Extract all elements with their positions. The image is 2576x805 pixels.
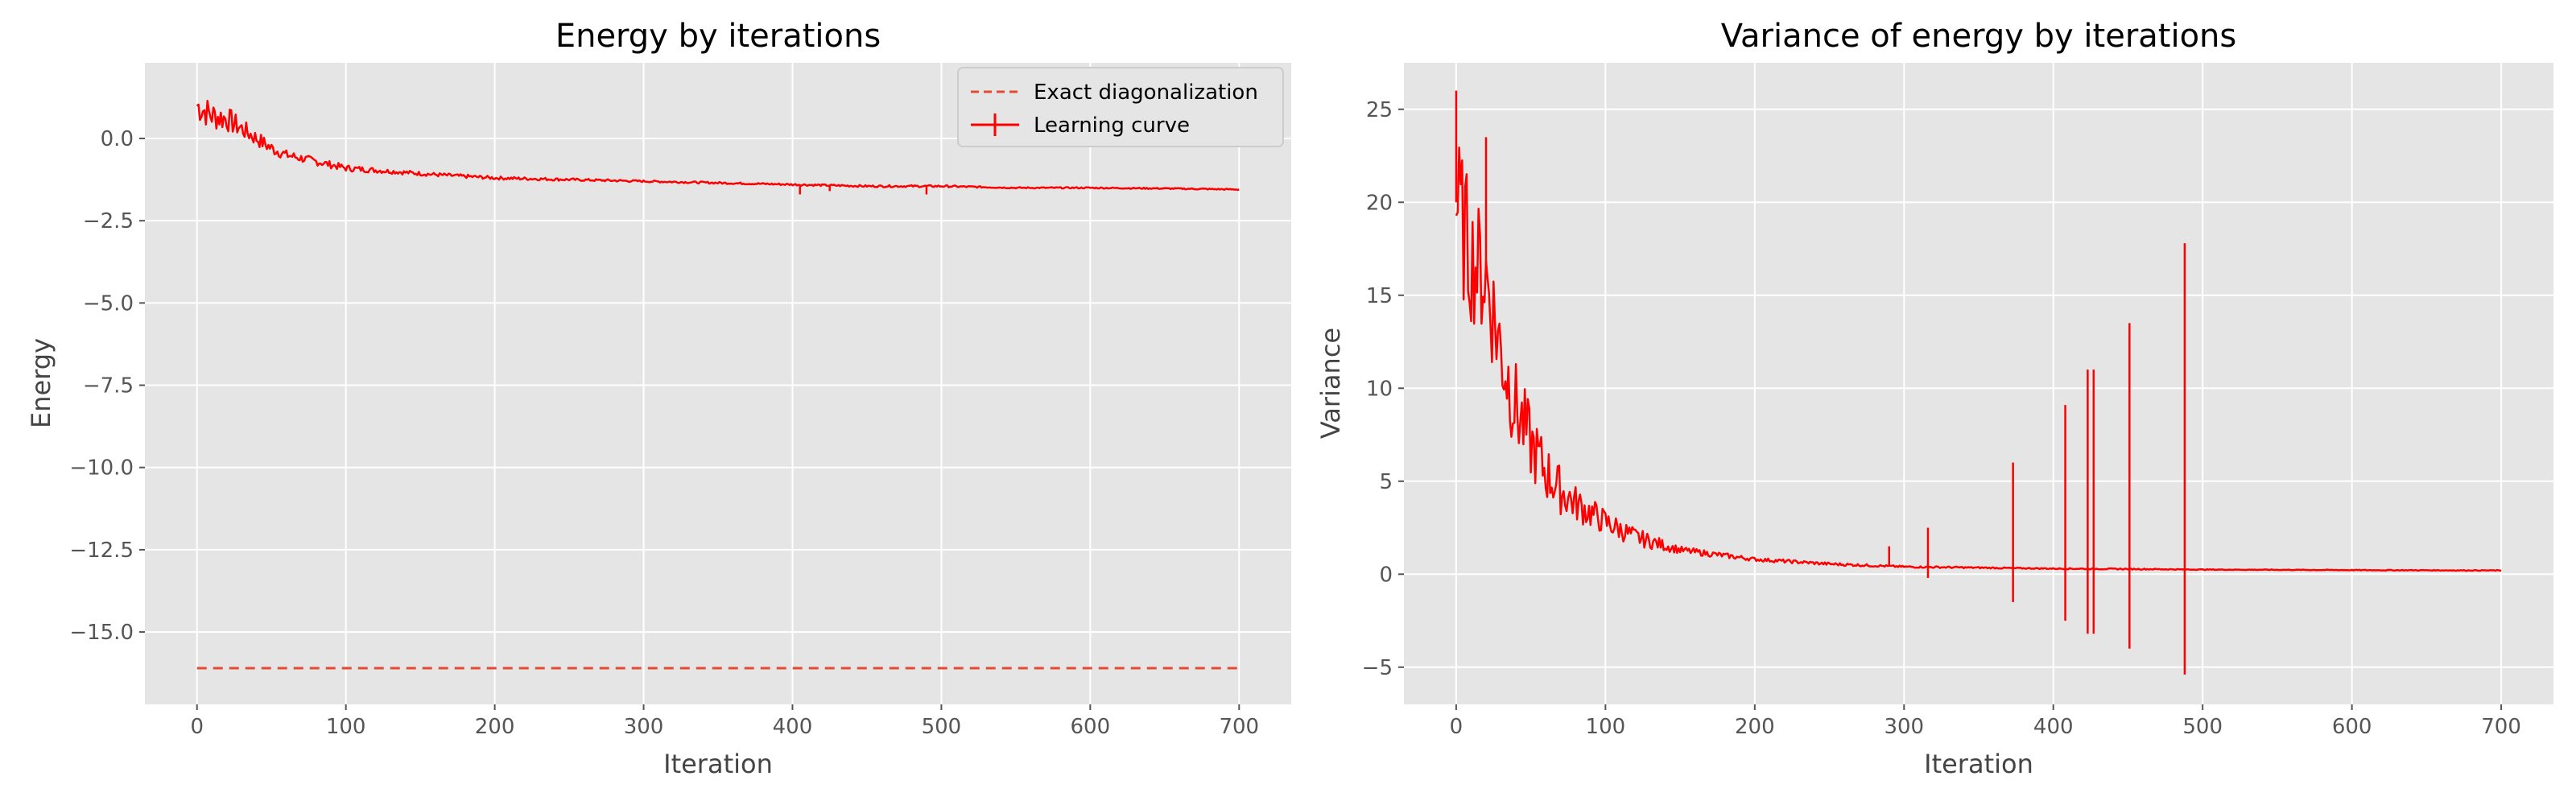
y-tick-label: 15 [1366,284,1393,308]
energy-gridlines [145,63,1291,704]
energy-legend: Exact diagonalization Learning curve [957,67,1284,147]
series-line-learning-curve [196,100,1240,192]
variance-y-axis-label: Variance [1315,328,1346,439]
y-tick-label: 0 [1379,563,1393,587]
y-tick-label: 5 [1379,470,1393,494]
y-tick-label: −7.5 [83,374,134,398]
x-tick-label: 600 [2332,715,2372,739]
x-tick-label: 700 [1219,715,1259,739]
x-tick-label: 400 [773,715,813,739]
y-tick-label: −5 [1362,656,1393,680]
variance-series [1455,90,2502,675]
energy-y-axis-label: Energy [26,338,56,428]
energy-tick-labels: 0 100 200 300 400 500 600 700 0.0 −2.5 −5.0 −7.5 −10… [69,127,1259,739]
x-tick-label: 100 [326,715,366,739]
x-tick-label: 300 [624,715,664,739]
x-tick-label: 100 [1586,715,1626,739]
legend-label-learning-curve: Learning curve [1034,114,1190,138]
legend-box [957,67,1284,147]
y-tick-label: −15.0 [69,621,134,645]
y-tick-label: 20 [1366,191,1393,215]
x-tick-label: 700 [2481,715,2521,739]
x-tick-label: 300 [1884,715,1924,739]
y-tick-label: −10.0 [69,456,134,481]
x-tick-label: 200 [1735,715,1775,739]
energy-chart-title: Energy by iterations [555,18,881,55]
legend-label-exact-diagonalization: Exact diagonalization [1034,80,1258,105]
variance-gridlines [1404,63,2553,704]
x-tick-label: 500 [922,715,962,739]
x-tick-label: 400 [2033,715,2074,739]
x-tick-label: 200 [475,715,515,739]
y-tick-label: 25 [1366,98,1393,122]
x-tick-label: 0 [1450,715,1463,739]
variance-plot-background [1404,63,2553,704]
y-tick-label: −12.5 [69,539,134,563]
energy-plot-background [145,63,1291,704]
series-line-variance [1455,147,2502,572]
y-tick-label: −5.0 [83,291,134,316]
variance-x-axis-label: Iteration [1924,749,2033,779]
x-tick-label: 0 [190,715,204,739]
y-tick-label: 10 [1366,377,1393,401]
y-tick-label: −2.5 [83,209,134,233]
x-tick-label: 600 [1071,715,1111,739]
energy-chart: 0 100 200 300 400 500 600 700 0.0 −2.5 −5.0 −7.5 −10… [26,18,1291,779]
variance-chart-title: Variance of energy by iterations [1721,18,2236,55]
x-tick-label: 500 [2182,715,2223,739]
energy-x-axis-label: Iteration [663,749,773,779]
variance-chart: 0 100 200 300 400 500 600 700 −5 0 5 10 15 20 25 Varia… [1315,18,2553,779]
energy-series [196,100,1240,670]
variance-tick-labels: 0 100 200 300 400 500 600 700 −5 0 5 10 15 20 25 [1362,98,2521,739]
y-tick-label: 0.0 [101,127,134,151]
